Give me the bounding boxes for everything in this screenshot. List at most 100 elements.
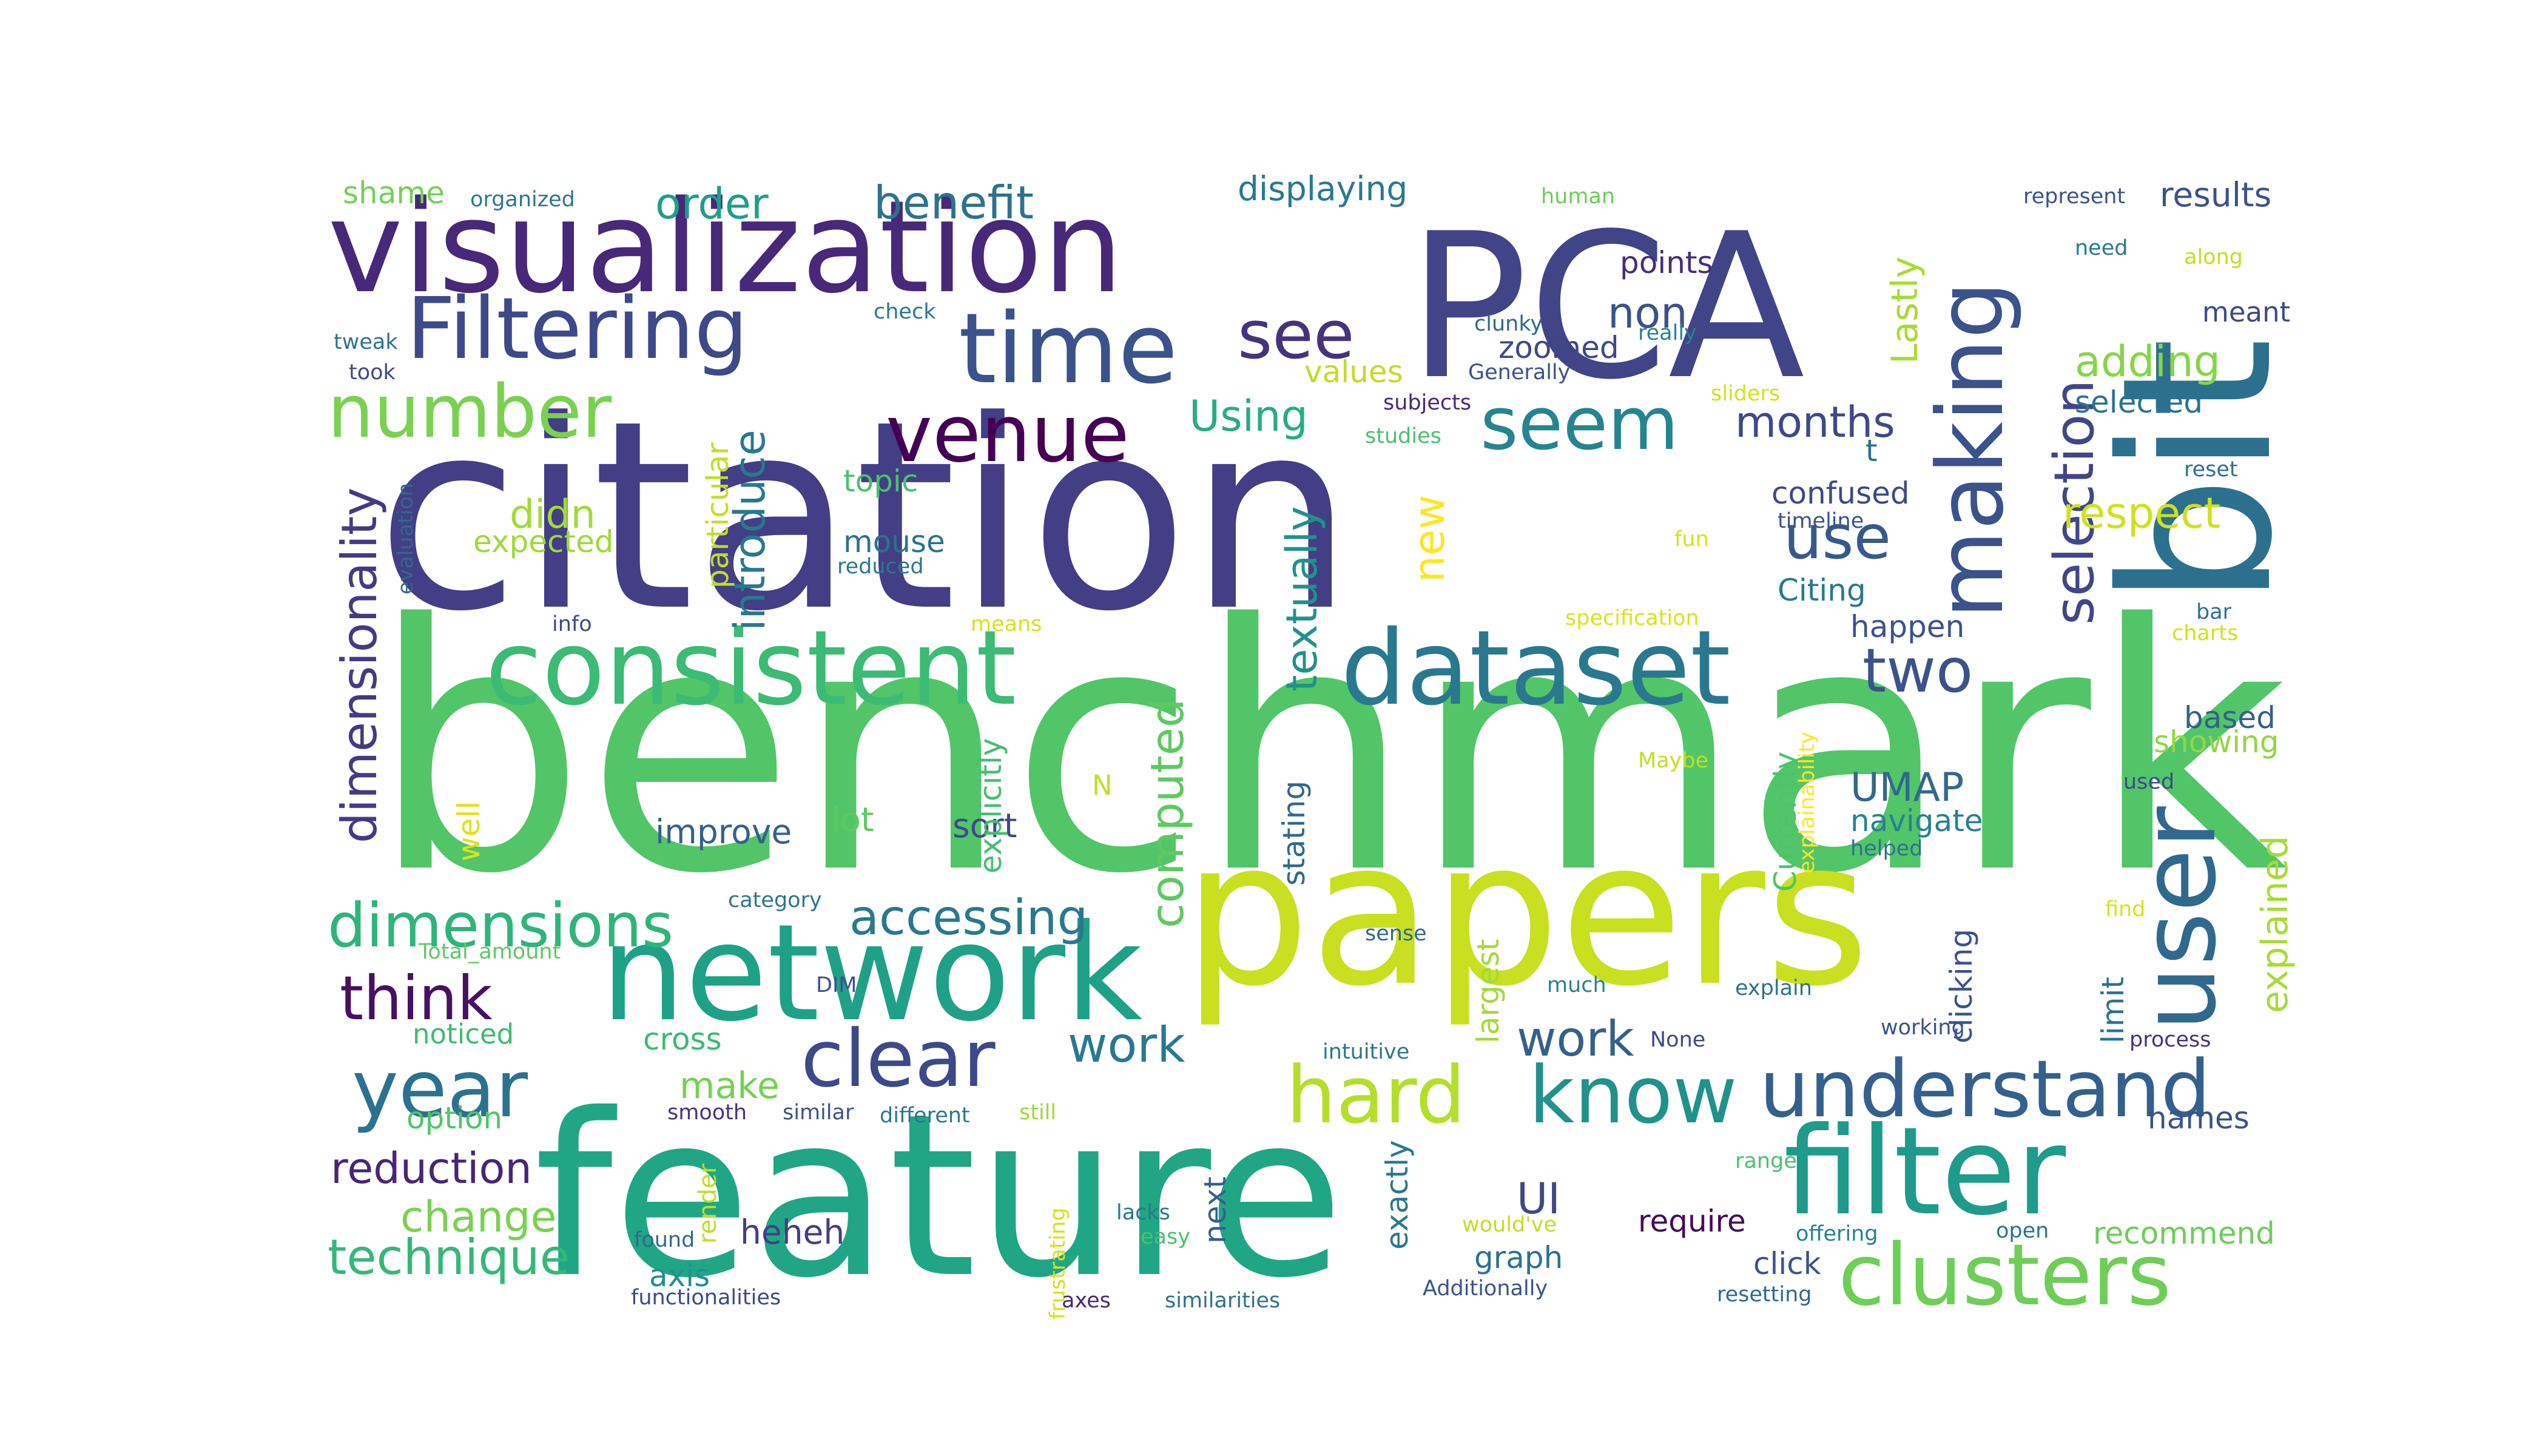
word-110: studies: [1365, 424, 1441, 448]
word-58: explained: [2254, 835, 2296, 1013]
word-152: Additionally: [1423, 1276, 1548, 1301]
word-117: info: [552, 612, 592, 636]
word-143: lacks: [1116, 1201, 1170, 1225]
word-9: user: [2119, 806, 2239, 1031]
word-19: time: [959, 292, 1178, 405]
word-140: still: [1019, 1100, 1056, 1125]
word-113: timeline: [1778, 509, 1864, 533]
word-82: values: [1304, 354, 1403, 389]
word-21: year: [352, 1043, 528, 1135]
word-147: open: [1996, 1219, 2049, 1243]
word-118: means: [971, 612, 1042, 636]
word-80: names: [2148, 1100, 2250, 1136]
word-142: frustrating: [1046, 1207, 1070, 1320]
word-144: easy: [1141, 1225, 1190, 1249]
word-70: expected: [473, 524, 614, 559]
word-93: render: [694, 1163, 722, 1244]
word-127: Total_amount: [418, 940, 561, 964]
word-3: feature: [534, 1067, 1344, 1327]
word-16: know: [1529, 1049, 1737, 1141]
word-134: process: [2129, 1028, 2211, 1052]
word-103: clunky: [1474, 312, 1543, 336]
word-48: introduce: [725, 430, 775, 631]
word-29: two: [1862, 635, 1973, 706]
word-153: resetting: [1717, 1282, 1812, 1307]
word-47: computed: [1141, 699, 1194, 928]
word-150: axes: [1062, 1289, 1111, 1313]
word-121: charts: [2172, 621, 2238, 645]
word-72: option: [406, 1100, 502, 1136]
word-18: clear: [801, 1013, 996, 1105]
word-105: Generally: [1468, 360, 1570, 385]
word-51: make: [679, 1065, 780, 1107]
word-66: sort: [952, 806, 1017, 845]
word-126: category: [728, 888, 822, 912]
word-69: topic: [843, 463, 918, 499]
word-54: Lastly: [1884, 257, 1926, 364]
word-123: explainability: [1795, 732, 1819, 874]
word-122: Maybe: [1638, 749, 1708, 773]
word-45: Using: [1189, 391, 1308, 441]
word-50: didn: [510, 492, 596, 538]
word-96: shame: [343, 175, 445, 211]
word-2: citation: [376, 365, 1354, 669]
word-94: well: [451, 801, 487, 861]
word-44: dimensionality: [331, 487, 388, 843]
word-115: reduced: [837, 554, 924, 579]
word-99: represent: [2023, 184, 2125, 209]
word-132: find: [2105, 897, 2145, 922]
word-85: exactly: [1380, 1140, 1415, 1250]
word-114: fun: [1674, 527, 1709, 551]
word-12: filter: [1784, 1101, 2066, 1242]
word-35: reduction: [331, 1144, 532, 1193]
word-128: DIM: [816, 973, 857, 997]
word-34: work: [1517, 1011, 1634, 1067]
word-32: accessing: [849, 889, 1088, 946]
word-83: t: [1866, 433, 1878, 468]
word-87: largest: [1471, 939, 1506, 1043]
word-23: seem: [1480, 382, 1679, 467]
word-46: textually: [1277, 506, 1327, 692]
word-15: hard: [1286, 1049, 1466, 1141]
word-138: similar: [783, 1100, 854, 1125]
word-7: visualization: [328, 173, 1124, 322]
word-95: N: [1092, 769, 1113, 801]
word-28: think: [340, 963, 493, 1034]
word-77: require: [1638, 1204, 1746, 1239]
word-56: selected: [2075, 385, 2203, 420]
word-89: clicking: [1944, 929, 1979, 1043]
word-22: venue: [886, 388, 1130, 480]
word-131: explain: [1735, 976, 1812, 1000]
word-41: change: [400, 1192, 557, 1242]
word-75: axis: [649, 1258, 710, 1293]
word-57: results: [2160, 175, 2271, 214]
word-111: sliders: [1711, 382, 1780, 406]
word-39: UMAP: [1850, 765, 1964, 811]
word-145: would've: [1462, 1213, 1557, 1237]
word-129: sense: [1365, 922, 1427, 946]
word-61: confused: [1771, 476, 1910, 511]
word-86: next: [1198, 1176, 1233, 1244]
word-14: making: [1918, 281, 2024, 619]
word-100: check: [874, 300, 936, 324]
word-74: heheh: [740, 1213, 844, 1252]
word-43: months: [1735, 397, 1895, 447]
word-65: improve: [655, 812, 792, 851]
word-5: PCA: [1407, 190, 1805, 423]
word-102: took: [349, 360, 396, 385]
word-73: cross: [643, 1022, 722, 1057]
word-124: used: [2123, 770, 2174, 794]
word-79: recommend: [2093, 1216, 2275, 1251]
word-116: evaluation: [394, 483, 418, 595]
word-149: functionalities: [631, 1286, 781, 1310]
word-71: noticed: [413, 1018, 514, 1050]
word-24: see: [1238, 296, 1355, 374]
word-64: navigate: [1850, 803, 1983, 838]
word-63: Citing: [1778, 573, 1866, 608]
word-108: meant: [2202, 296, 2290, 328]
word-17: clusters: [1838, 1226, 2171, 1325]
word-76: click: [1753, 1246, 1821, 1281]
word-84: stating: [1276, 781, 1312, 886]
word-97: organized: [470, 187, 575, 212]
word-4: papers: [1183, 797, 1870, 1030]
